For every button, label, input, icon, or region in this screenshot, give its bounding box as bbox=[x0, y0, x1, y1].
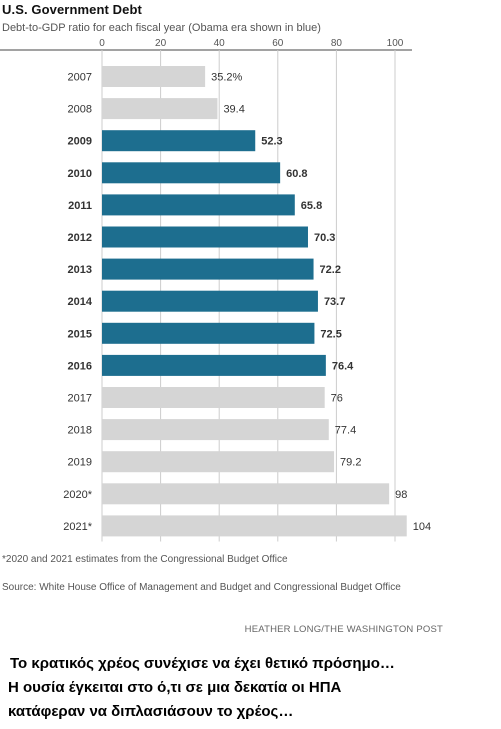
x-tick-label: 100 bbox=[387, 38, 404, 49]
chart-subtitle: Debt-to-GDP ratio for each fiscal year (… bbox=[2, 22, 321, 34]
value-label: 72.2 bbox=[320, 264, 341, 276]
bar bbox=[102, 322, 315, 344]
caption-line-3: κατάφεραν να διπλασιάσουν το χρέος… bbox=[8, 703, 294, 720]
value-label: 73.7 bbox=[324, 296, 345, 308]
caption-line-2: Η ουσία έγκειται στο ό,τι σε μια δεκατία… bbox=[8, 679, 342, 696]
bar bbox=[102, 451, 335, 473]
category-label: 2018 bbox=[68, 425, 92, 437]
category-label: 2020* bbox=[63, 489, 92, 501]
bar bbox=[102, 354, 326, 376]
bar bbox=[102, 483, 390, 505]
category-label: 2012 bbox=[68, 232, 92, 244]
value-label: 72.5 bbox=[320, 328, 341, 340]
bar bbox=[102, 194, 295, 216]
category-label: 2013 bbox=[68, 264, 92, 276]
category-label: 2021* bbox=[63, 521, 92, 533]
x-tick-label: 60 bbox=[272, 38, 284, 49]
value-label: 104 bbox=[413, 521, 431, 533]
bar bbox=[102, 226, 308, 248]
bar bbox=[102, 387, 325, 408]
value-label: 77.4 bbox=[335, 425, 356, 437]
category-label: 2017 bbox=[68, 393, 92, 405]
bar bbox=[102, 130, 256, 152]
x-tick-label: 0 bbox=[99, 38, 105, 49]
x-tick-label: 40 bbox=[214, 38, 226, 49]
credit-line: HEATHER LONG/THE WASHINGTON POST bbox=[244, 624, 443, 635]
footnote: *2020 and 2021 estimates from the Congre… bbox=[2, 554, 288, 565]
category-label: 2019 bbox=[68, 457, 92, 469]
category-label: 2011 bbox=[68, 200, 92, 212]
value-label: 35.2% bbox=[211, 72, 242, 84]
bar bbox=[102, 515, 407, 537]
bar bbox=[102, 290, 318, 312]
chart-title: U.S. Government Debt bbox=[2, 2, 142, 17]
category-label: 2008 bbox=[68, 104, 92, 116]
bar bbox=[102, 419, 329, 441]
bar-chart: 0 20 40 60 80 100 2007 35.2% 2008 39.4 2009 52.3 201… bbox=[0, 38, 431, 542]
value-label: 65.8 bbox=[301, 200, 322, 212]
bar bbox=[102, 162, 281, 184]
category-label: 2016 bbox=[68, 360, 92, 372]
category-label: 2007 bbox=[68, 72, 92, 84]
value-label: 52.3 bbox=[261, 136, 282, 148]
source-note: Source: White House Office of Management… bbox=[2, 582, 401, 593]
caption-line-1: Το κρατικός χρέος συνέχισε να έχει θετικ… bbox=[10, 655, 395, 672]
x-tick-label: 20 bbox=[155, 38, 167, 49]
category-label: 2009 bbox=[68, 136, 92, 148]
category-label: 2014 bbox=[68, 296, 93, 308]
bar bbox=[102, 66, 206, 87]
value-label: 60.8 bbox=[286, 168, 307, 180]
bar bbox=[102, 258, 314, 280]
value-label: 79.2 bbox=[340, 457, 361, 469]
bar bbox=[102, 98, 218, 120]
category-label: 2010 bbox=[68, 168, 92, 180]
x-tick-label: 80 bbox=[331, 38, 343, 49]
value-label: 70.3 bbox=[314, 232, 335, 244]
value-label: 76.4 bbox=[332, 360, 354, 372]
value-label: 98 bbox=[395, 489, 407, 501]
value-label: 76 bbox=[331, 393, 343, 405]
category-label: 2015 bbox=[68, 328, 92, 340]
value-label: 39.4 bbox=[223, 104, 244, 116]
